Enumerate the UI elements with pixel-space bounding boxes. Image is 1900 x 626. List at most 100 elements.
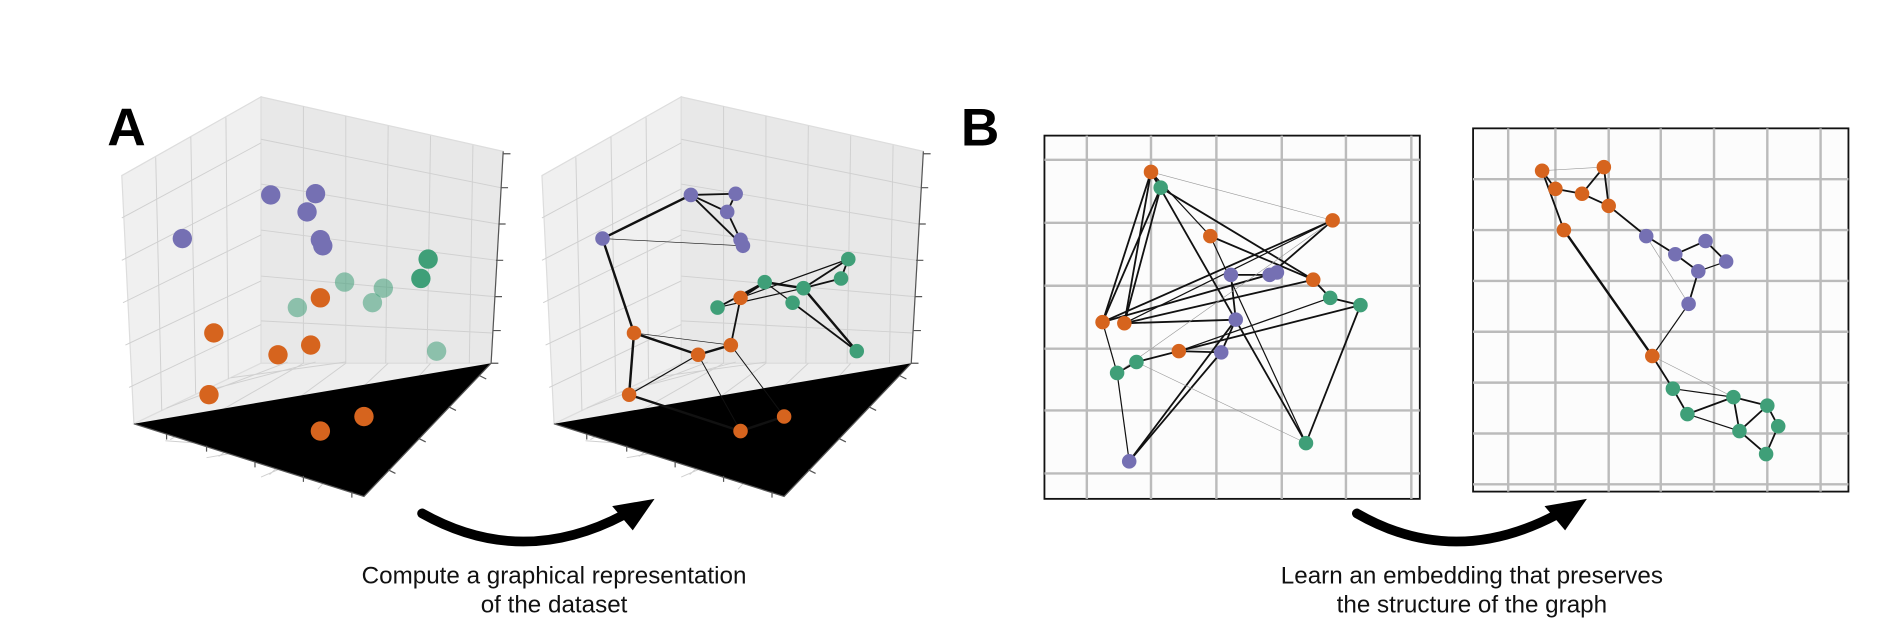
edge [1542, 166, 1604, 172]
node [411, 268, 431, 289]
node [1718, 254, 1734, 269]
node [1596, 159, 1612, 175]
node [1732, 423, 1747, 439]
edge [730, 344, 785, 417]
node [735, 238, 751, 254]
node [776, 409, 792, 424]
panel-label: B [961, 98, 999, 157]
node [1228, 312, 1244, 327]
node [1601, 198, 1616, 214]
edge [1178, 304, 1361, 353]
node [728, 186, 743, 201]
edge [1269, 219, 1334, 276]
edge [1124, 278, 1314, 325]
edge [633, 331, 699, 356]
node [1143, 164, 1159, 180]
edge [1209, 235, 1314, 281]
arrow [417, 508, 1562, 547]
caption: Compute a graphical representation [362, 563, 747, 590]
caption: of the dataset [481, 592, 628, 619]
edge [802, 258, 849, 289]
node [1305, 272, 1321, 287]
node [1095, 314, 1110, 330]
edge [1136, 361, 1307, 444]
node [268, 345, 288, 365]
edge [1687, 413, 1740, 432]
node [1770, 418, 1786, 434]
edge [740, 258, 849, 299]
node [1760, 398, 1775, 413]
node [723, 337, 739, 353]
edge [1608, 205, 1647, 237]
node [595, 231, 610, 246]
node [1726, 389, 1741, 405]
edge [602, 238, 743, 247]
node [1691, 263, 1706, 279]
node [626, 325, 642, 341]
node [1298, 435, 1314, 451]
node [418, 249, 438, 269]
node [833, 271, 849, 286]
node [733, 290, 748, 306]
node [1203, 228, 1218, 244]
node [1213, 345, 1229, 360]
node [1117, 316, 1132, 331]
node [621, 387, 637, 402]
node [710, 300, 725, 315]
edge [1562, 229, 1654, 357]
node [683, 187, 699, 203]
edge [1128, 351, 1222, 462]
edge [628, 393, 741, 433]
edge [740, 415, 785, 433]
node [1698, 233, 1713, 249]
node [1171, 343, 1187, 359]
node [841, 251, 856, 267]
edge [1128, 319, 1237, 462]
edge [601, 193, 692, 240]
edge [1123, 187, 1162, 324]
node [287, 297, 308, 318]
edge [1101, 171, 1152, 323]
node [1574, 186, 1590, 201]
node [733, 423, 748, 439]
node [313, 236, 333, 256]
node [1680, 406, 1695, 422]
node [1548, 181, 1563, 197]
edge [1136, 350, 1180, 363]
node [373, 278, 394, 298]
edge [802, 287, 858, 352]
caption: Learn an embedding that preserves [1281, 563, 1663, 590]
node [1556, 222, 1572, 238]
edge [1160, 186, 1314, 281]
node [1681, 296, 1696, 312]
node [204, 323, 224, 343]
node [172, 228, 193, 249]
node [1269, 265, 1285, 280]
edge [690, 192, 736, 196]
embed-axes [1043, 127, 1850, 500]
node [757, 274, 773, 290]
node [1758, 446, 1774, 462]
node [1322, 290, 1338, 306]
node [1665, 381, 1681, 396]
caption: the structure of the graph [1337, 592, 1607, 619]
edge [792, 301, 858, 352]
node [849, 343, 865, 359]
node [354, 406, 374, 427]
node [796, 280, 811, 296]
node [719, 204, 735, 220]
node [1121, 454, 1137, 469]
node [334, 272, 355, 292]
node [785, 295, 800, 310]
node [1153, 180, 1168, 195]
edge [633, 332, 731, 346]
node [199, 385, 219, 405]
node [1325, 213, 1340, 228]
edge [697, 354, 741, 432]
edge [1672, 388, 1734, 398]
node [1109, 365, 1125, 381]
node [305, 184, 326, 204]
edge [1651, 303, 1690, 357]
node [690, 347, 706, 363]
node [1223, 267, 1239, 283]
